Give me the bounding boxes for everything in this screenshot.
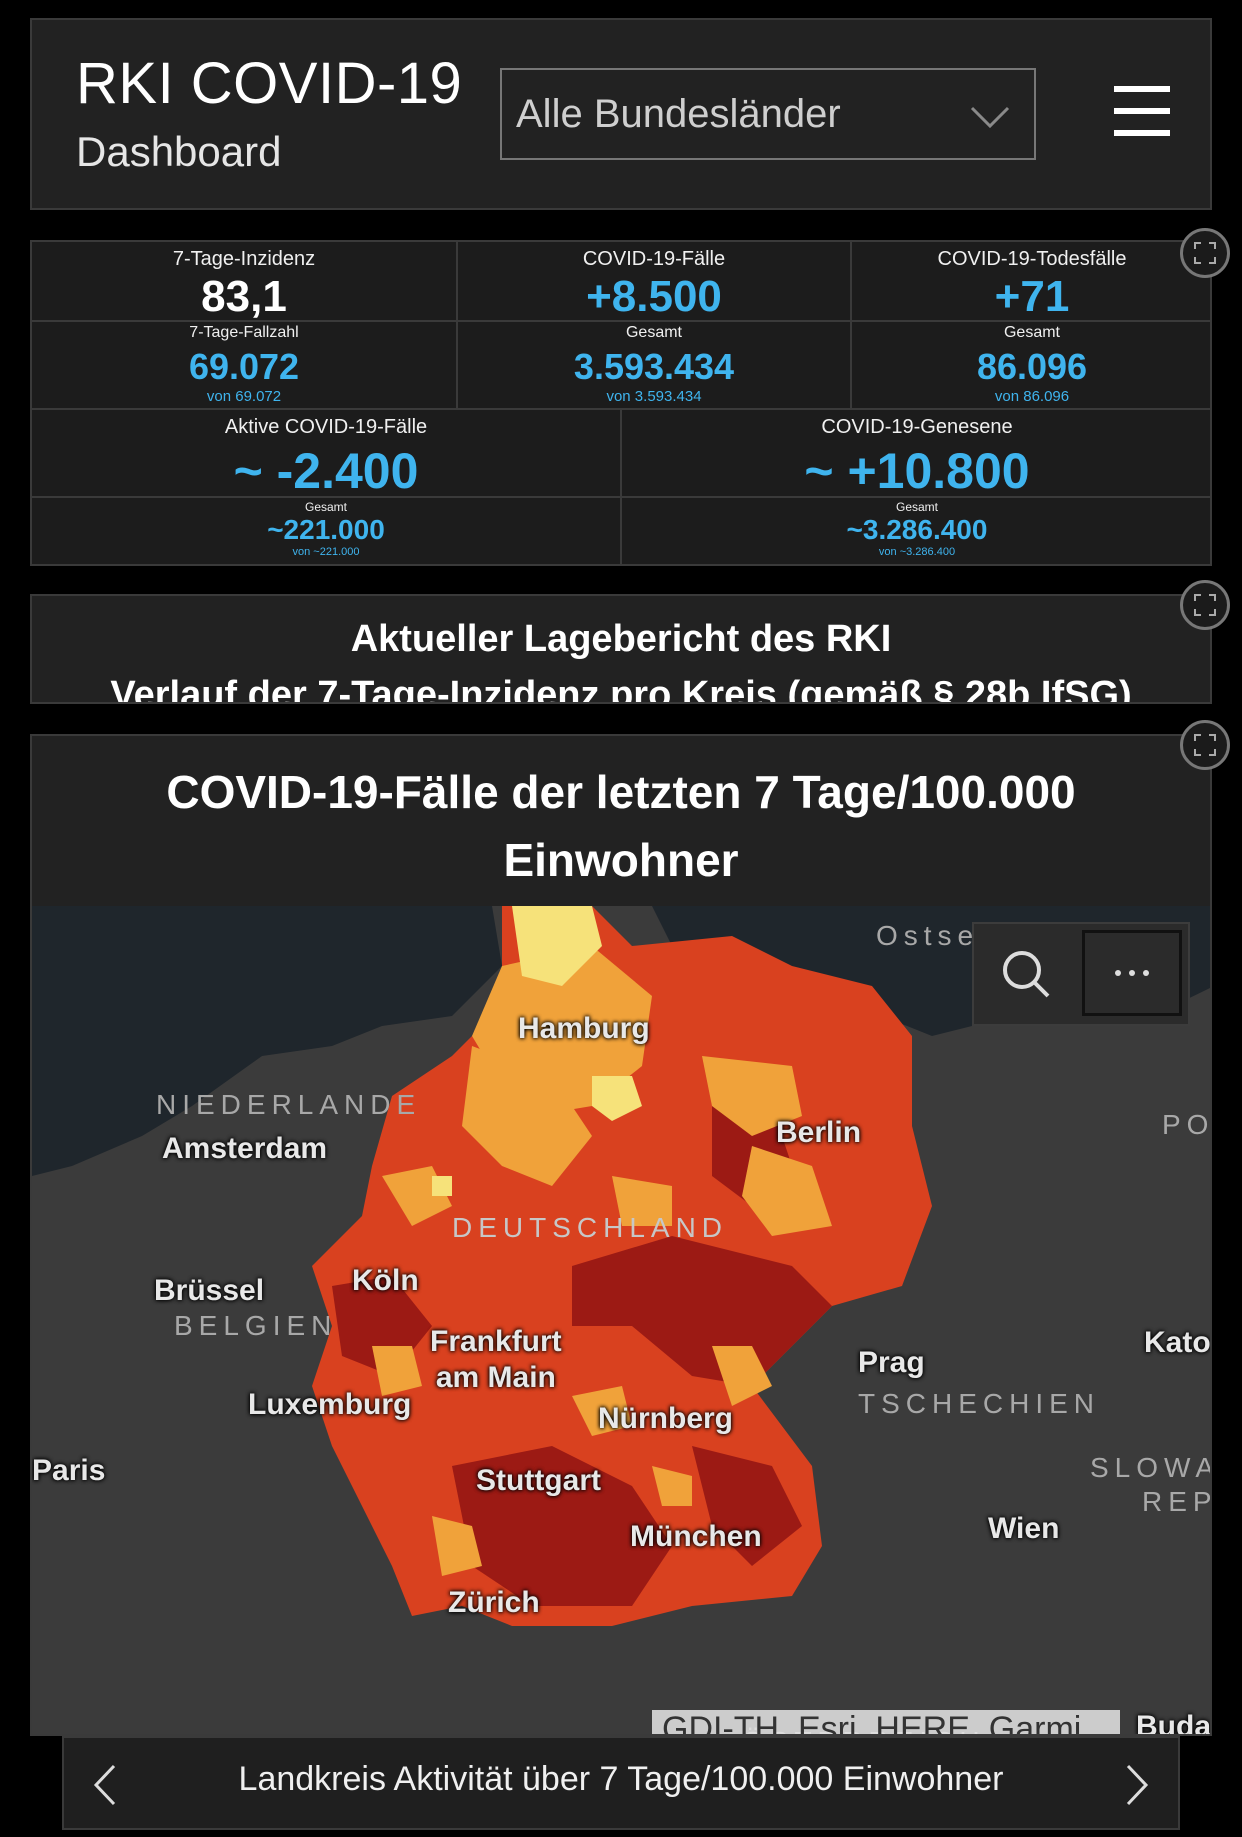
state-select-value: Alle Bundesländer: [516, 92, 841, 136]
country-label: TSCHECHIEN: [858, 1388, 1101, 1419]
expand-icon[interactable]: [1180, 580, 1230, 630]
chevron-left-icon[interactable]: [92, 1764, 118, 1806]
active-total-sub: von ~221.000: [292, 546, 360, 558]
cases-card[interactable]: COVID-19-Fälle +8.500: [458, 242, 852, 322]
cases-total-sub: von 3.593.434: [606, 388, 702, 405]
city-label: Wien: [988, 1512, 1060, 1545]
expand-icon[interactable]: [1180, 720, 1230, 770]
city-label: Hamburg: [518, 1012, 650, 1045]
map-attribution: GDI-TH, Esri, HERE, Garmi...: [652, 1710, 1120, 1734]
active-card[interactable]: Aktive COVID-19-Fälle ~ -2.400: [32, 410, 622, 499]
city-label: Berlin: [776, 1116, 862, 1149]
app-subtitle: Dashboard: [76, 128, 282, 175]
expand-icon[interactable]: [1180, 228, 1230, 278]
recovered-total-card[interactable]: Gesamt ~3.286.400 von ~3.286.400: [622, 498, 1212, 564]
country-label: REP: [1142, 1486, 1212, 1517]
stats-panel: 7-Tage-Inzidenz 83,1 COVID-19-Fälle +8.5…: [30, 240, 1212, 566]
incidence-card[interactable]: 7-Tage-Inzidenz 83,1: [32, 242, 458, 322]
country-label: PO: [1162, 1109, 1212, 1140]
footer-label: Landkreis Aktivität über 7 Tage/100.000 …: [238, 1760, 1004, 1798]
chevron-right-icon[interactable]: [1124, 1764, 1150, 1806]
menu-icon[interactable]: [1114, 86, 1170, 138]
country-label: NIEDERLANDE: [156, 1089, 422, 1120]
more-options-icon[interactable]: [1082, 930, 1182, 1016]
city-label: Köln: [352, 1264, 419, 1297]
country-label: SLOWA: [1090, 1452, 1212, 1483]
incidence-map[interactable]: NIEDERLANDE DEUTSCHLAND BELGIEN TSCHECHI…: [32, 906, 1212, 1736]
chevron-down-icon: [970, 106, 1010, 128]
recovered-value: ~ +10.800: [804, 443, 1030, 499]
cases-7d-value: 69.072: [188, 346, 300, 387]
city-label: Stuttgart: [476, 1464, 601, 1497]
active-value: ~ -2.400: [233, 443, 419, 499]
cases-label: COVID-19-Fälle: [582, 248, 726, 270]
cases-total-label: Gesamt: [625, 324, 682, 341]
map-footer-nav: Landkreis Aktivität über 7 Tage/100.000 …: [62, 1736, 1180, 1830]
deaths-total-sub: von 86.096: [994, 388, 1070, 405]
cases-7d-label: 7-Tage-Fallzahl: [189, 324, 299, 341]
city-label: Frankfurt am Main: [430, 1325, 562, 1394]
recovered-total-sub: von ~3.286.400: [878, 546, 956, 558]
map-title: COVID-19-Fälle der letzten 7 Tage/100.00…: [166, 766, 1076, 886]
state-select[interactable]: Alle Bundesländer: [500, 68, 1036, 160]
active-total-value: ~221.000: [267, 514, 385, 545]
map-toolbar: [972, 922, 1190, 1026]
city-label: Luxemburg: [248, 1388, 412, 1421]
report-title: Aktueller Lagebericht des RKI: [350, 618, 892, 660]
recovered-total-label: Gesamt: [895, 500, 938, 514]
deaths-value: +71: [994, 272, 1070, 321]
city-label: Prag: [858, 1346, 925, 1379]
city-label: Buda: [1136, 1710, 1211, 1736]
cases-7d-card[interactable]: 7-Tage-Fallzahl 69.072 von 69.072: [32, 322, 458, 410]
dashboard-header: RKI COVID-19 Dashboard Alle Bundesländer: [30, 18, 1212, 210]
city-label: Amsterdam: [162, 1132, 328, 1165]
incidence-label: 7-Tage-Inzidenz: [172, 248, 316, 270]
app-title: RKI COVID-19: [76, 51, 463, 116]
active-total-label: Gesamt: [304, 500, 347, 514]
city-label: München: [630, 1520, 762, 1553]
incidence-value: 83,1: [201, 272, 287, 321]
deaths-card[interactable]: COVID-19-Todesfälle +71: [852, 242, 1212, 322]
city-label: Zürich: [448, 1586, 540, 1619]
deaths-total-value: 86.096: [976, 346, 1088, 387]
deaths-total-card[interactable]: Gesamt 86.096 von 86.096: [852, 322, 1212, 410]
country-label: BELGIEN: [174, 1310, 338, 1341]
deaths-label: COVID-19-Todesfälle: [937, 248, 1127, 270]
cases-total-value: 3.593.434: [573, 346, 735, 387]
active-total-card[interactable]: Gesamt ~221.000 von ~221.000: [32, 498, 622, 564]
report-panel: Aktueller Lagebericht des RKI Verlauf de…: [30, 594, 1212, 704]
city-label: Brüssel: [154, 1274, 265, 1307]
deaths-total-label: Gesamt: [1003, 324, 1060, 341]
cases-total-card[interactable]: Gesamt 3.593.434 von 3.593.434: [458, 322, 852, 410]
cases-7d-sub: von 69.072: [206, 388, 282, 405]
city-label: Paris: [32, 1454, 106, 1487]
recovered-total-value: ~3.286.400: [846, 514, 988, 545]
active-label: Aktive COVID-19-Fälle: [224, 416, 428, 438]
city-label: Kato: [1144, 1326, 1211, 1359]
cases-value: +8.500: [586, 272, 722, 321]
map-panel: COVID-19-Fälle der letzten 7 Tage/100.00…: [30, 734, 1212, 1736]
report-subtitle: Verlauf der 7-Tage-Inzidenz pro Kreis (g…: [110, 674, 1132, 704]
recovered-label: COVID-19-Genesene: [821, 416, 1013, 438]
recovered-card[interactable]: COVID-19-Genesene ~ +10.800: [622, 410, 1212, 499]
city-label: Nürnberg: [598, 1402, 733, 1435]
sea-label: Ostse: [876, 920, 980, 951]
search-icon[interactable]: [974, 924, 1078, 1024]
country-label: DEUTSCHLAND: [452, 1212, 729, 1243]
